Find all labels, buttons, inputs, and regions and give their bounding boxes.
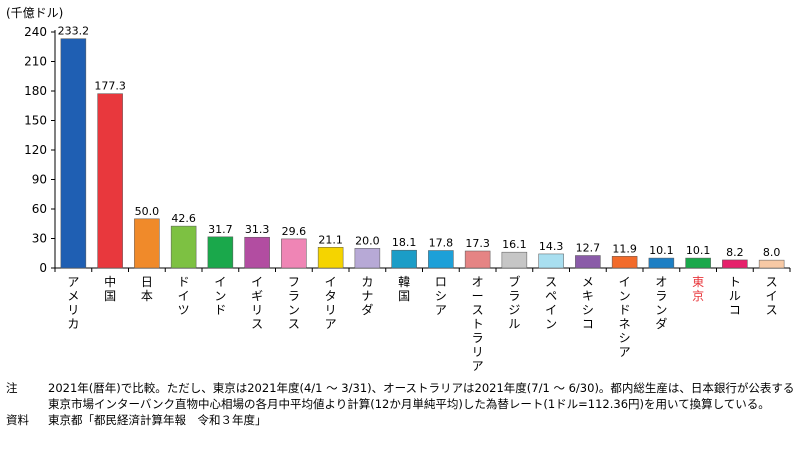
bar [170,225,197,269]
category-label: メキシコ [582,275,594,331]
bar [648,257,675,269]
category-label: フランス [288,275,300,331]
value-label: 17.8 [429,236,454,249]
category-label: ロシア [435,275,447,317]
value-label: 20.0 [355,234,380,247]
note-row: 注 2021年(暦年)で比較。ただし、東京は2021年度(4/1 ～ 3/31)… [6,380,796,412]
category-label: ブラジル [508,274,520,331]
bar [354,248,381,269]
y-tick-label: 0 [39,261,47,275]
y-tick-label: 240 [24,25,47,39]
bar-chart: 0 30 60 90 120 150 180 210 240 233.2 177.3 50.0 42.… [24,25,791,372]
category-label: インドネシア [619,275,631,359]
y-tick-label: 120 [24,143,47,157]
category-label: 日本 [141,275,153,303]
bar [428,250,454,269]
value-label: 21.1 [318,233,343,246]
bar [97,93,123,269]
value-label: 8.0 [763,246,781,259]
category-label: 東京 [692,275,704,303]
value-label: 10.1 [649,244,674,257]
value-label: 8.2 [726,246,744,259]
category-label: イギリス [251,275,263,331]
category-label: カナダ [361,275,373,317]
value-label: 16.1 [502,238,527,251]
category-label: オーストラリア [472,275,484,372]
y-tick-label: 180 [24,84,47,98]
bar [244,236,270,269]
category-label: トルコ [729,275,741,317]
bar [464,250,491,269]
value-label: 17.3 [465,237,490,250]
bar [685,257,711,269]
value-label: 18.1 [392,236,417,249]
category-label: アメリカ [67,275,79,331]
bar [575,255,601,269]
y-tick-label: 90 [32,173,47,187]
value-label: 31.7 [208,223,233,236]
value-label: 29.6 [282,225,307,238]
bar [134,218,160,269]
y-axis-unit-label: (千億ドル) [6,6,64,20]
value-label: 31.3 [245,223,270,236]
chart-notes: 注 2021年(暦年)で比較。ただし、東京は2021年度(4/1 ～ 3/31)… [6,380,796,428]
bar [501,251,528,269]
chart-bars [60,38,785,269]
source-row: 資料 東京都「都民経済計算年報 令和３年度」 [6,412,796,428]
category-label: インド [214,275,226,317]
value-label: 12.7 [576,242,601,255]
bar [611,256,638,269]
category-label: スイス [766,275,778,317]
value-label: 10.1 [686,244,711,257]
source-text: 東京都「都民経済計算年報 令和３年度」 [48,413,267,427]
bar [317,247,344,269]
value-label: 233.2 [58,25,90,38]
category-label: 韓国 [398,275,410,303]
category-label: スペイン [545,275,557,331]
y-tick-label: 150 [24,114,47,128]
note-text: 2021年(暦年)で比較。ただし、東京は2021年度(4/1 ～ 3/31)、オ… [48,381,795,411]
bar [538,253,564,269]
category-label: オランダ [655,275,667,331]
y-tick-label: 30 [32,232,47,246]
value-label: 14.3 [539,240,564,253]
bar [281,238,307,269]
value-label: 50.0 [135,205,160,218]
bar [391,249,417,269]
value-label: 42.6 [171,212,196,225]
chart-value-labels: 233.2 177.3 50.0 42.6 31.7 31.3 29.6 21.1 20.0 18… [58,25,781,259]
bar [60,38,87,269]
source-key: 資料 [6,413,29,427]
bar [207,236,234,269]
y-tick-label: 60 [32,202,47,216]
value-label: 177.3 [94,80,126,93]
bar [722,259,748,269]
category-label: イタリア [325,275,337,331]
y-tick-label: 210 [24,55,47,69]
category-label: 中国 [104,274,116,303]
bar [758,259,785,269]
note-key: 注 [6,381,18,395]
category-label: ドイツ [178,275,190,317]
chart-axes: 0 30 60 90 120 150 180 210 240 [24,25,791,275]
value-label: 11.9 [612,242,637,255]
